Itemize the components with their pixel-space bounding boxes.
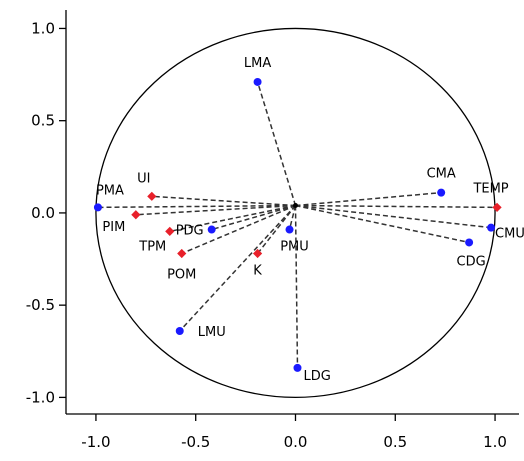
label-temp: TEMP <box>472 181 508 196</box>
y-tick-label: 0.0 <box>31 204 55 222</box>
point-cmu <box>487 223 496 232</box>
x-tick-label: 0.5 <box>383 433 407 451</box>
label-cma: CMA <box>427 167 456 182</box>
label-pom: POM <box>167 268 196 283</box>
point-lmu <box>175 326 184 335</box>
y-tick-label: 1.0 <box>31 19 55 37</box>
loading-line <box>256 205 297 254</box>
label-ui: UI <box>137 171 150 186</box>
point-pim <box>131 210 141 220</box>
point-pdg <box>207 225 216 234</box>
loading-line <box>295 191 442 207</box>
label-cdg: CDG <box>457 254 486 269</box>
y-tick-label: -1.0 <box>26 388 55 406</box>
loading-line <box>169 204 296 233</box>
label-lmu: LMU <box>198 325 226 340</box>
y-tick-label: -0.5 <box>26 296 55 314</box>
loading-line <box>181 204 296 255</box>
loading-line <box>151 195 296 207</box>
loading-line <box>97 204 296 209</box>
loading-line <box>295 204 470 244</box>
point-pma <box>93 203 102 212</box>
label-pdg: PDG <box>176 224 204 239</box>
loading-line <box>256 81 297 206</box>
unit-circle <box>95 27 496 399</box>
x-tick-label: 1.0 <box>483 433 507 451</box>
label-pmu: PMU <box>280 240 309 255</box>
label-k: K <box>253 264 262 279</box>
data-points <box>93 77 502 372</box>
point-ldg <box>293 363 302 372</box>
label-cmu: CMU <box>495 227 524 242</box>
loading-line <box>179 205 297 332</box>
label-ldg: LDG <box>303 369 330 384</box>
loading-line <box>295 204 492 229</box>
axes: -1.0 -0.5 0.0 0.5 1.0 -1.0 -0.5 0.0 0.5 1.0 <box>26 10 519 451</box>
label-pim: PIM <box>102 220 125 235</box>
loading-line <box>135 204 296 216</box>
point-k <box>252 248 263 259</box>
loading-line <box>294 205 299 368</box>
point-cdg <box>465 238 474 247</box>
label-pma: PMA <box>96 183 124 198</box>
point-ui <box>147 191 157 201</box>
x-tick-label: -0.5 <box>181 433 210 451</box>
point-lma <box>253 77 262 86</box>
x-tick-label: 0.0 <box>284 433 308 451</box>
point-cma <box>437 188 446 197</box>
label-tpm: TPM <box>138 239 166 254</box>
point-pom <box>177 248 187 259</box>
loading-line <box>211 204 296 231</box>
point-pmu <box>285 225 294 234</box>
point-tpm <box>165 226 175 236</box>
point-temp <box>492 202 502 212</box>
loading-line <box>295 204 498 209</box>
origin-point <box>292 203 298 209</box>
loading-lines <box>97 81 498 368</box>
x-tick-label: -1.0 <box>81 433 110 451</box>
y-tick-label: 0.5 <box>31 112 55 130</box>
label-lma: LMA <box>244 56 271 71</box>
loading-line <box>288 205 297 230</box>
